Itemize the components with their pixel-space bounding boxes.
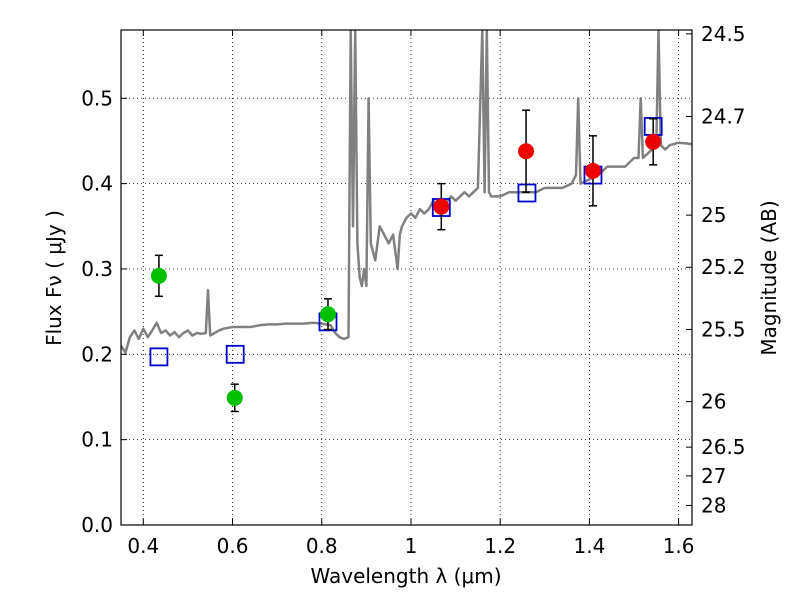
x-tick-label: 0.6	[217, 534, 249, 558]
x-tick-label: 1.2	[484, 534, 516, 558]
y2-tick-label: 27	[701, 464, 726, 488]
observed-flux-point	[226, 389, 243, 406]
model-flux-square	[149, 347, 169, 367]
y2-tick-label: 25.5	[701, 317, 746, 341]
plot-background	[121, 30, 692, 525]
x-tick-label: 0.8	[306, 534, 338, 558]
x-tick-label: 0.4	[127, 534, 159, 558]
model-flux-square	[517, 183, 537, 203]
observed-flux-point	[433, 198, 450, 215]
y-tick-label: 0.2	[81, 342, 113, 366]
y2-tick-label: 25.2	[701, 255, 746, 279]
observed-flux-point	[150, 267, 167, 284]
observed-flux-point	[319, 306, 336, 323]
y2-tick-label: 28	[701, 493, 726, 517]
x-tick-label: 1	[405, 534, 418, 558]
y2-tick-label: 25	[701, 203, 726, 227]
y-tick-label: 0.0	[81, 513, 113, 537]
y2-axis-label: Magnitude (AB)	[757, 200, 781, 355]
axis-ticks: 0.4 0.6 0.8 1 1.2 1.4 1.6 0.0 0.1 0.2 0.3 0.4 0.5 24.…	[81, 22, 745, 558]
y-tick-label: 0.3	[81, 257, 113, 281]
grid	[121, 30, 692, 526]
model-flux-square	[225, 344, 245, 364]
x-axis-label: Wavelength λ (μm)	[310, 564, 501, 588]
photometry-markers	[149, 109, 663, 413]
y2-tick-label: 24.5	[701, 22, 746, 46]
y2-tick-label: 26	[701, 390, 726, 414]
y-axis-label: Flux Fν ( μJy )	[42, 210, 66, 346]
y-tick-label: 0.4	[81, 172, 113, 196]
observed-flux-point	[584, 162, 601, 179]
y2-tick-label: 24.7	[701, 104, 746, 128]
y2-tick-label: 26.5	[701, 435, 746, 459]
observed-flux-point	[645, 133, 662, 150]
x-tick-label: 1.6	[663, 534, 695, 558]
x-tick-label: 1.4	[573, 534, 605, 558]
y-tick-label: 0.5	[81, 86, 113, 110]
plot-frame	[120, 29, 693, 526]
y-tick-label: 0.1	[81, 428, 113, 452]
observed-flux-point	[518, 143, 535, 160]
